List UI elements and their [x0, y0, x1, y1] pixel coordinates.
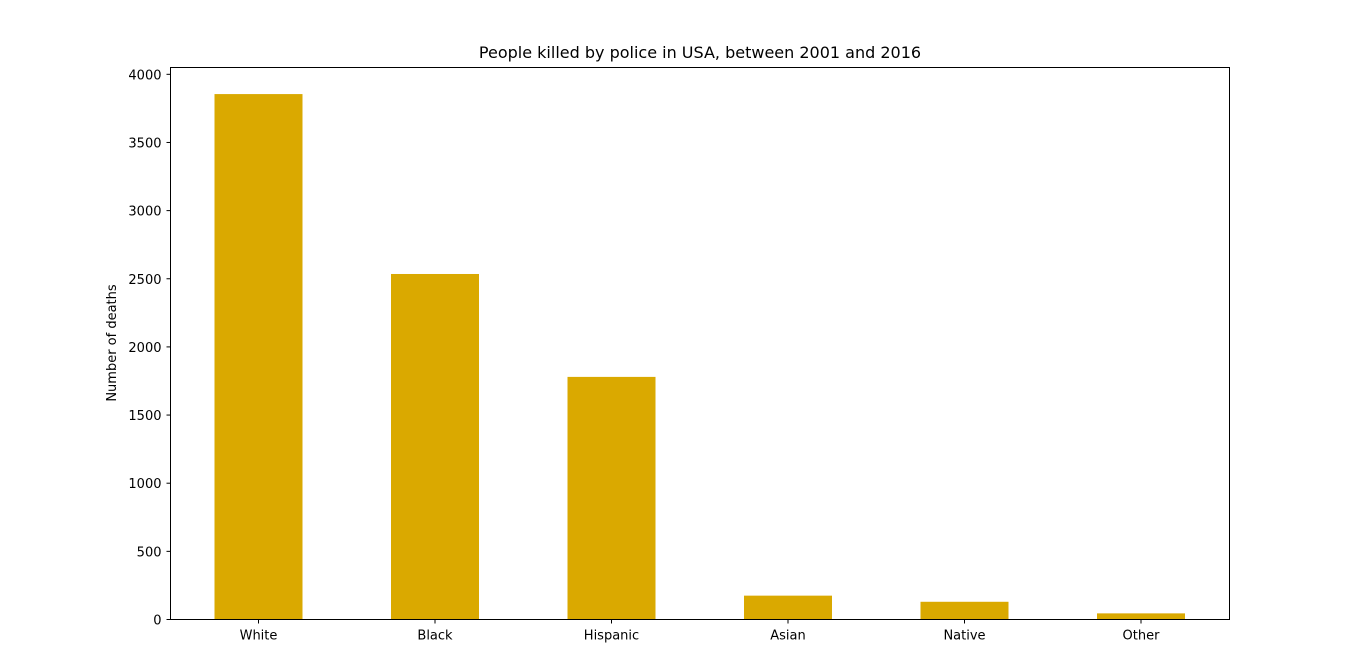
y-tick-label: 1500 — [128, 409, 161, 424]
x-tick-label: Hispanic — [584, 629, 639, 644]
bars-layer — [214, 94, 1185, 620]
y-tick-label: 3500 — [128, 136, 161, 151]
y-tick-label: 500 — [137, 545, 162, 560]
y-tick-label: 1000 — [128, 477, 161, 492]
y-tick-label: 0 — [153, 614, 161, 629]
x-tick-label: Asian — [770, 629, 805, 644]
chart-title: People killed by police in USA, between … — [479, 43, 921, 62]
x-axis: White Black Hispanic Asian Native Other — [240, 619, 1161, 644]
x-tick-label: Other — [1123, 629, 1161, 644]
bar-hispanic — [567, 376, 656, 620]
bar-asian — [744, 595, 832, 620]
x-tick-label: White — [240, 629, 278, 644]
x-tick-label: Native — [943, 629, 985, 644]
bar-other — [1097, 613, 1185, 620]
y-axis: 0 500 1000 1500 2000 2500 3000 3500 4000 — [128, 68, 171, 629]
y-axis-label: Number of deaths — [105, 284, 120, 402]
y-tick-label: 3000 — [128, 205, 161, 220]
bar-native — [920, 601, 1009, 620]
bar-black — [391, 273, 479, 620]
y-tick-label: 4000 — [128, 68, 161, 83]
y-tick-label: 2000 — [128, 341, 161, 356]
plot-frame — [170, 67, 1230, 620]
x-tick-label: Black — [417, 629, 453, 644]
bar-white — [214, 94, 303, 620]
y-tick-label: 2500 — [128, 273, 161, 288]
